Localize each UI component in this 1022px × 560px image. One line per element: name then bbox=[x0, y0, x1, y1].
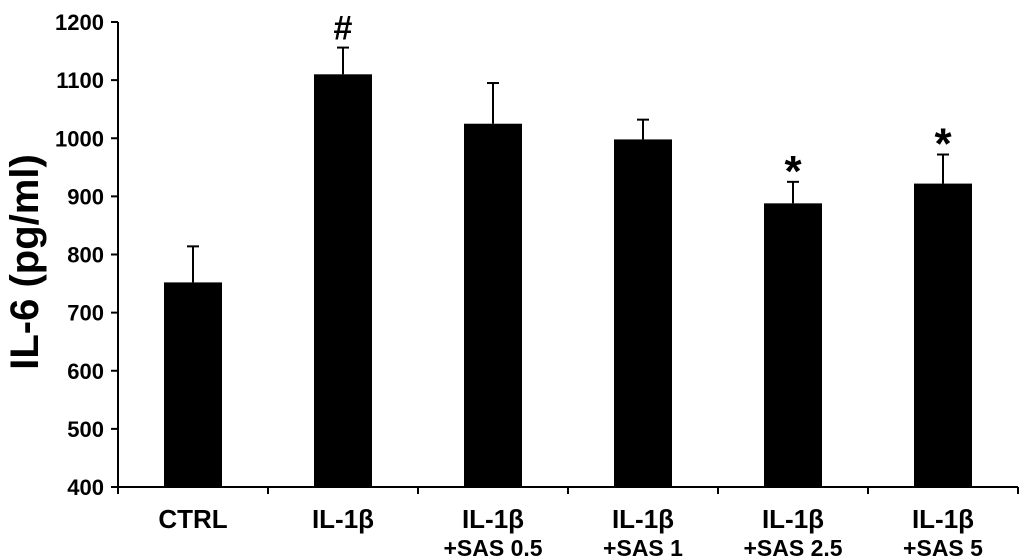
y-axis-label: IL-6 (pg/ml) bbox=[3, 154, 47, 370]
y-tick-label: 700 bbox=[67, 301, 104, 326]
y-tick-label: 500 bbox=[67, 417, 104, 442]
category-label: IL-1β bbox=[612, 504, 674, 534]
y-tick-label: 600 bbox=[67, 359, 104, 384]
bar bbox=[164, 282, 222, 487]
category-sublabel: +SAS 2.5 bbox=[743, 535, 842, 560]
category-label: IL-1β bbox=[312, 504, 374, 534]
bar bbox=[464, 123, 522, 487]
y-tick-label: 800 bbox=[67, 243, 104, 268]
category-label: CTRL bbox=[158, 504, 227, 534]
y-tick-label: 1000 bbox=[55, 126, 104, 151]
bar bbox=[764, 203, 822, 487]
significance-marker: * bbox=[784, 147, 802, 196]
y-tick-label: 400 bbox=[67, 475, 104, 500]
category-sublabel: +SAS 5 bbox=[903, 535, 983, 560]
category-labels: CTRL IL-1β IL-1β+SAS 0.5IL-1β+SAS 1IL-1β+S… bbox=[158, 504, 983, 560]
bar bbox=[614, 139, 672, 487]
category-label: IL-1β bbox=[462, 504, 524, 534]
category-label: IL-1β bbox=[762, 504, 824, 534]
y-tick-label: 1100 bbox=[56, 68, 104, 93]
y-tick-label: 1200 bbox=[55, 10, 104, 35]
significance-marker: * bbox=[934, 120, 952, 169]
category-sublabel: +SAS 0.5 bbox=[443, 535, 542, 560]
bars: # * * bbox=[164, 10, 972, 487]
category-sublabel: +SAS 1 bbox=[603, 535, 683, 560]
significance-marker: # bbox=[334, 10, 353, 48]
y-tick-label: 900 bbox=[67, 184, 104, 209]
bar bbox=[314, 74, 372, 487]
category-label: IL-1β bbox=[912, 504, 974, 534]
axes: 400 500 600 700 800 900 1000 1100 1200 bbox=[55, 10, 1019, 500]
bar bbox=[914, 183, 972, 487]
